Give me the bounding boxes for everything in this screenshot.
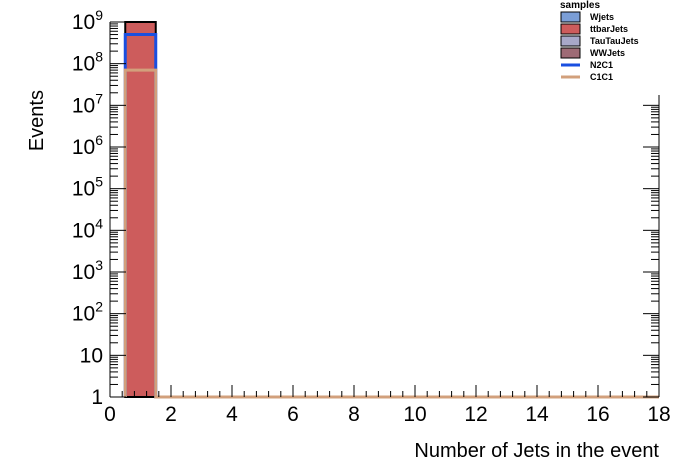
histogram-lines: [123, 33, 659, 399]
legend-label-ttbarJets: ttbarJets: [590, 24, 628, 34]
x-tick-label: 8: [348, 403, 360, 426]
x-tick-label: 2: [165, 403, 177, 426]
line-C1C1: [123, 68, 659, 399]
bar-ttbarJets: [124, 21, 157, 398]
y-tick-label: 107: [72, 90, 103, 117]
legend-label-WWJets: WWJets: [590, 48, 625, 58]
x-tick-label: 10: [403, 403, 426, 426]
x-tick-label: 18: [647, 403, 670, 426]
legend-label-TauTauJets: TauTauJets: [590, 36, 639, 46]
y-tick-label: 103: [72, 257, 103, 284]
x-tick-label: 16: [586, 403, 609, 426]
x-tick-label: 0: [104, 403, 116, 426]
legend-swatch-TauTauJets: [560, 35, 581, 47]
legend-label-Wjets: Wjets: [590, 12, 614, 22]
y-tick-label: 10: [80, 344, 103, 367]
x-tick-label: 4: [226, 403, 238, 426]
line-N2C1: [123, 33, 659, 399]
x-tick-label: 6: [287, 403, 299, 426]
y-tick-label: 106: [72, 132, 103, 159]
x-axis-title: Number of Jets in the event: [414, 440, 659, 462]
x-tick-label: 12: [464, 403, 487, 426]
legend-swatch-ttbarJets: [560, 23, 581, 35]
y-tick-label: 108: [72, 49, 103, 76]
legend-label-N2C1: N2C1: [590, 60, 613, 70]
legend-entries: Wjets ttbarJets TauTauJets WWJets N2C1 C1C1: [560, 11, 639, 82]
legend-label-C1C1: C1C1: [590, 72, 613, 82]
y-tick-label: 1: [91, 386, 103, 409]
y-axis-title: Events: [26, 90, 48, 151]
y-tick-label: 104: [72, 215, 103, 242]
histogram-bars: [124, 21, 157, 398]
legend-swatch-WWJets: [560, 47, 581, 59]
axes: 0 2 4 6 8 10 12 14 16 18 1 10 102 103 104 105 106 107 108 1…: [72, 7, 671, 426]
legend-title: samples: [560, 0, 600, 11]
legend: samples Wjets ttbarJets TauTauJets WWJets N2…: [560, 0, 639, 82]
y-tick-label: 109: [72, 7, 103, 34]
legend-swatch-Wjets: [560, 11, 581, 23]
y-tick-label: 105: [72, 174, 103, 201]
x-tick-label: 14: [525, 403, 549, 426]
y-tick-label: 102: [72, 299, 103, 326]
